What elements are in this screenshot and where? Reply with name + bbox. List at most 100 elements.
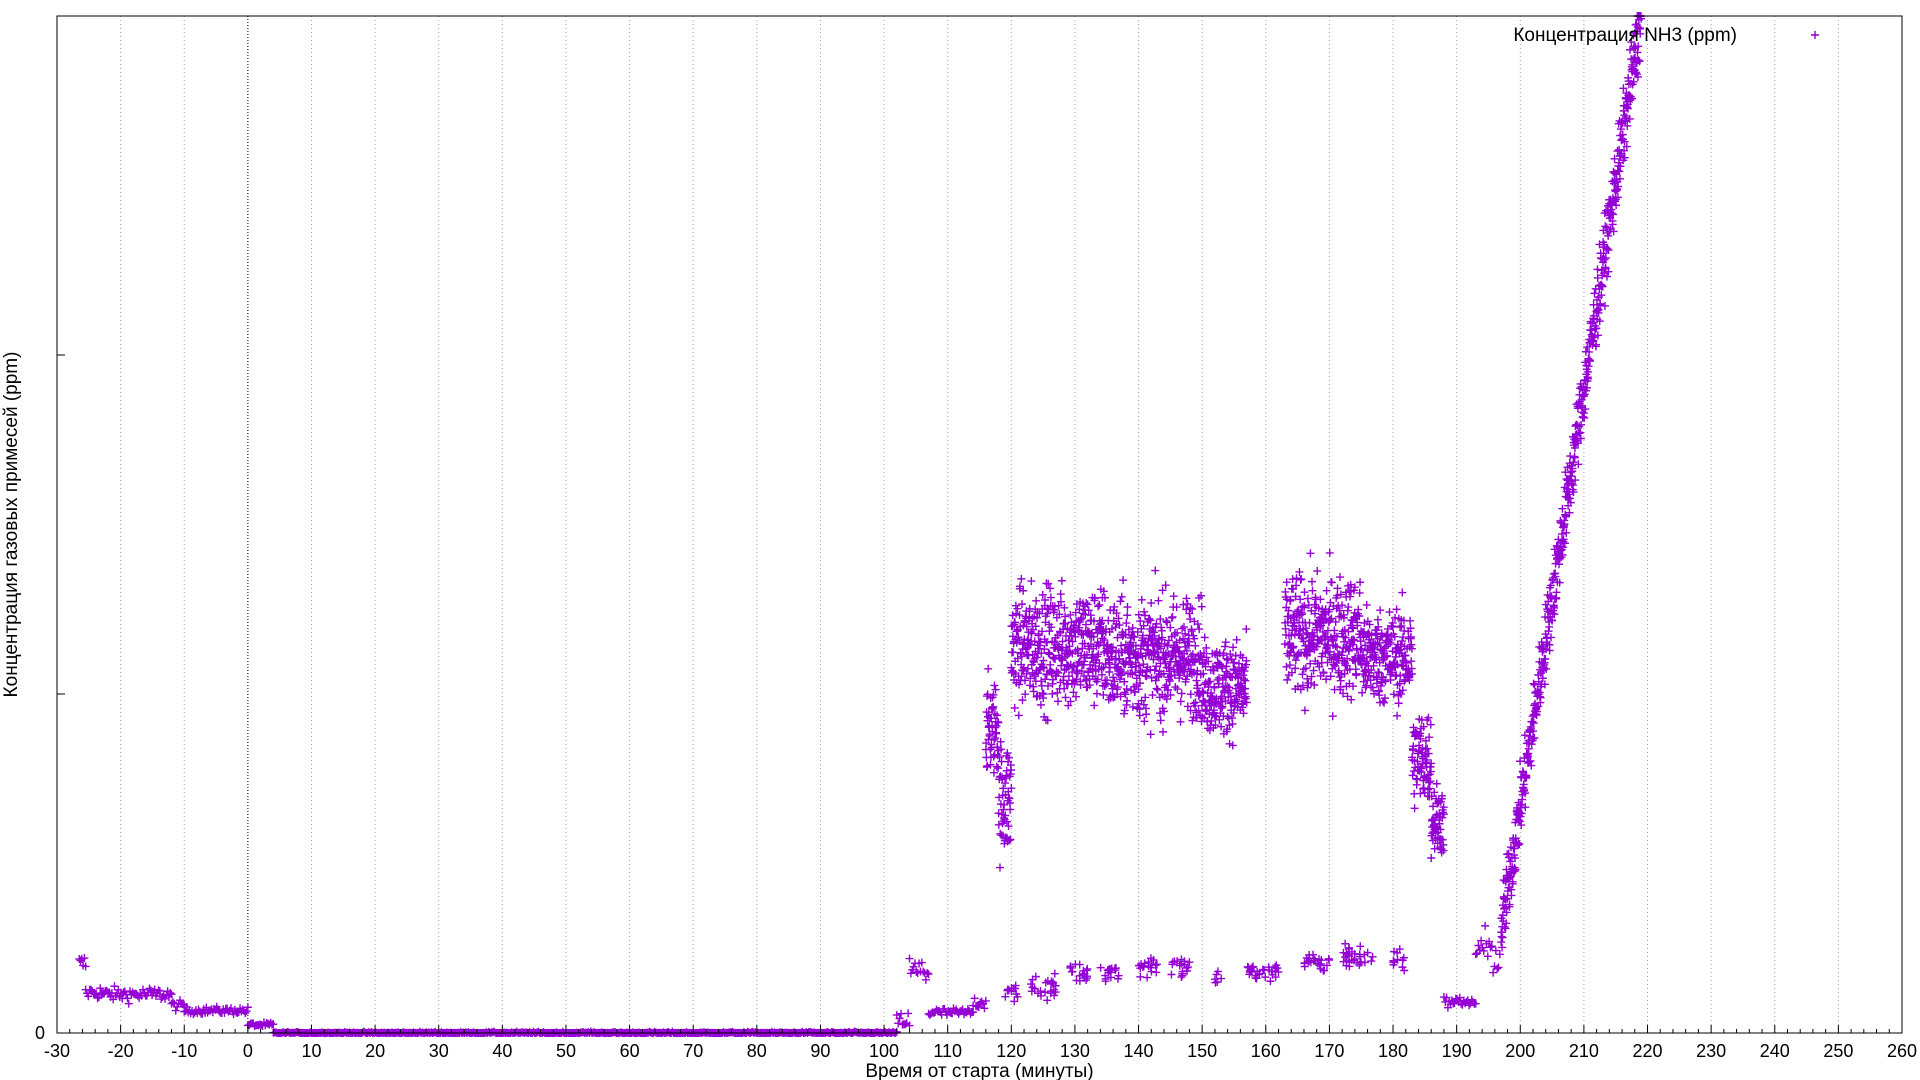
data-point (1308, 577, 1316, 586)
data-point (1289, 642, 1298, 651)
data-point (1191, 641, 1200, 650)
data-point (1139, 962, 1148, 971)
data-point (1187, 627, 1196, 636)
data-point (1079, 966, 1088, 975)
data-point (1154, 596, 1163, 605)
data-point (1225, 683, 1234, 692)
data-point (1407, 657, 1416, 666)
data-point (1061, 612, 1070, 621)
data-point (1358, 688, 1367, 697)
data-point (990, 735, 999, 744)
data-point (1183, 672, 1192, 681)
data-point (1005, 753, 1013, 762)
data-point (1241, 692, 1250, 701)
data-point (1620, 146, 1629, 155)
data-point (1068, 637, 1077, 646)
data-point (1053, 688, 1062, 697)
data-point (1140, 717, 1149, 726)
data-point (1341, 633, 1350, 642)
data-point (1327, 578, 1336, 587)
data-point (1292, 581, 1301, 590)
data-point (1082, 599, 1091, 608)
data-point (1158, 586, 1167, 595)
data-point (1558, 504, 1567, 513)
data-point (1182, 594, 1191, 603)
data-point (909, 962, 918, 971)
data-point (1548, 616, 1557, 625)
data-point (1166, 623, 1175, 632)
data-point (1423, 744, 1432, 753)
data-point (1242, 625, 1251, 634)
data-point (1055, 610, 1064, 619)
data-point (1036, 637, 1045, 646)
data-point (96, 984, 105, 993)
data-point (1019, 663, 1028, 672)
data-point (1156, 644, 1165, 653)
data-point (1195, 625, 1204, 634)
data-point (1239, 675, 1248, 684)
data-point (1300, 588, 1309, 597)
data-point (1407, 644, 1416, 653)
data-point (1152, 619, 1161, 628)
legend-label: Концентрация NH3 (ppm) (1513, 25, 1737, 46)
data-point (1622, 142, 1631, 151)
data-point (1043, 681, 1052, 690)
data-point (1173, 628, 1182, 637)
data-point (1146, 616, 1155, 625)
data-point (1578, 412, 1587, 421)
data-point (1310, 609, 1319, 618)
data-point (1341, 939, 1350, 948)
data-point (1592, 324, 1601, 333)
data-point (1410, 804, 1419, 813)
data-point (1171, 683, 1180, 692)
data-point (1333, 584, 1342, 593)
data-point (1331, 642, 1340, 651)
data-point (1122, 684, 1131, 693)
data-point (1583, 374, 1592, 383)
data-point (1072, 976, 1081, 985)
data-point (1078, 970, 1087, 979)
data-point (917, 958, 926, 967)
data-point (1215, 673, 1224, 682)
data-point (1398, 588, 1407, 597)
data-point (1598, 282, 1607, 291)
data-point (1048, 689, 1057, 698)
data-point (1010, 618, 1019, 627)
data-point (1483, 952, 1492, 961)
data-point (1141, 693, 1150, 702)
data-point (1383, 651, 1392, 660)
data-point (1221, 638, 1230, 647)
data-point (1198, 687, 1207, 696)
data-point (1036, 700, 1045, 709)
data-point (1376, 606, 1385, 615)
data-point (1529, 679, 1538, 688)
x-tick-label: 160 (1251, 1041, 1281, 1061)
data-point (1620, 153, 1629, 162)
data-point (1340, 625, 1349, 634)
data-point (1095, 600, 1104, 609)
data-point (1191, 698, 1200, 707)
data-point (1034, 669, 1043, 678)
data-point (1331, 617, 1340, 626)
data-point (1319, 966, 1328, 975)
data-point (1558, 550, 1567, 559)
data-point (1077, 614, 1086, 623)
data-point (1200, 633, 1209, 642)
data-point (1573, 421, 1582, 430)
data-point (1085, 681, 1094, 690)
x-tick-label: -30 (44, 1041, 70, 1061)
data-point (1079, 671, 1088, 680)
data-point (178, 1000, 187, 1009)
data-point (1229, 643, 1237, 652)
data-point (1367, 666, 1376, 675)
data-point (1176, 697, 1185, 706)
data-point (1386, 638, 1395, 647)
data-point (1188, 650, 1197, 659)
data-point (1345, 943, 1354, 952)
x-tick-label: 200 (1505, 1041, 1535, 1061)
data-point (1217, 974, 1226, 983)
data-point (1228, 741, 1237, 750)
data-point (1017, 574, 1026, 583)
data-point (1485, 937, 1494, 946)
data-point (1389, 958, 1398, 967)
